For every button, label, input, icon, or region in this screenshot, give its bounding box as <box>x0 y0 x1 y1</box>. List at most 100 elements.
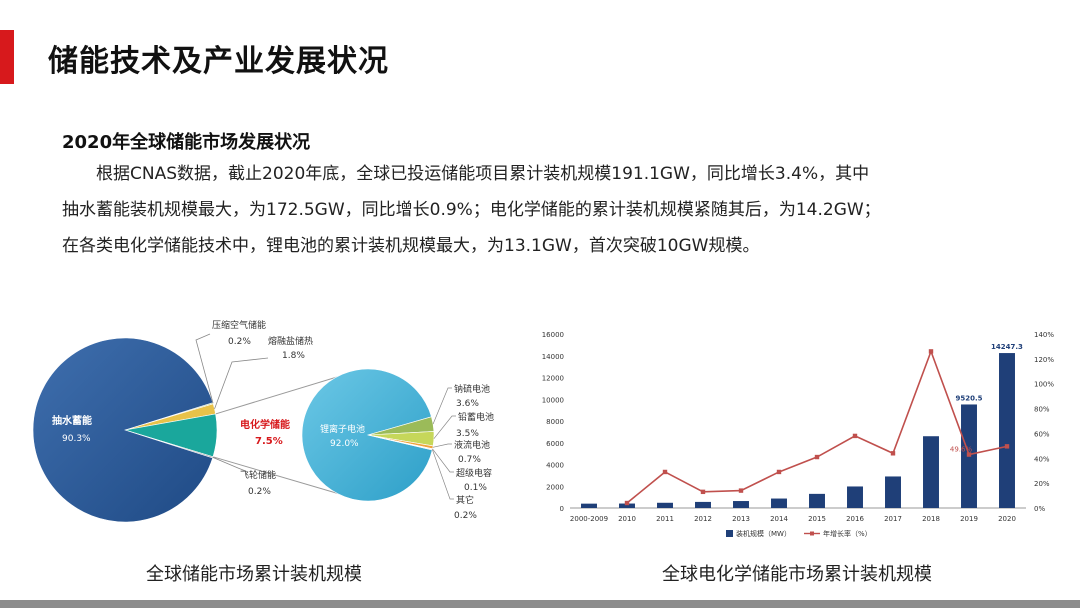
growth-line <box>626 349 1008 504</box>
x-tick-label: 2017 <box>884 515 902 523</box>
leader-sodium-sulfur <box>432 387 452 425</box>
x-tick-label: 2012 <box>694 515 712 523</box>
caption-right: 全球电化学储能市场累计装机规模 <box>662 564 932 585</box>
bar-2000-2009 <box>581 503 597 508</box>
growth-data-label: 49.6% <box>950 446 973 454</box>
growth-point-2020 <box>1004 444 1010 449</box>
growth-line-series <box>624 349 1010 506</box>
growth-point-2011 <box>662 469 668 475</box>
pie2-value-sodium-sulfur: 3.6% <box>456 399 479 409</box>
y-right-tick-label: 20% <box>1034 480 1050 488</box>
bar-chart-labels: 0 2000 4000 6000 8000 10000 12000 14000 16000 0% 2… <box>542 331 1055 538</box>
pie-labels: 抽水蓄能 90.3% 电化学储能 7.5% 压缩空气储能 0.2% 熔融盐储热 1.8% 飞轮储… <box>52 319 494 521</box>
y-right-tick-label: 100% <box>1034 381 1054 389</box>
footer-bar <box>0 600 1080 608</box>
page-title: 储能技术及产业发展状况 <box>48 44 389 79</box>
x-tick-label: 2016 <box>846 515 864 523</box>
leader-compressed-air <box>195 333 214 404</box>
y-left-tick-label: 8000 <box>546 418 564 426</box>
bar-2015 <box>809 493 825 508</box>
pie1-value-flywheel: 0.2% <box>248 487 271 497</box>
bar-2011 <box>657 502 673 508</box>
x-tick-label: 2010 <box>618 515 636 523</box>
y-left-tick-label: 4000 <box>546 462 564 470</box>
x-tick-label: 2014 <box>770 515 788 523</box>
slice-lithium-ion <box>301 368 433 502</box>
pie1-value-compressed-air: 0.2% <box>228 337 251 347</box>
pie2-label-other: 其它 <box>456 494 474 506</box>
bar-data-label: 14247.3 <box>991 343 1023 351</box>
growth-point-2017 <box>890 451 896 456</box>
y-right-tick-label: 0% <box>1034 505 1045 513</box>
growth-point-2019 <box>966 452 972 457</box>
bar-2016 <box>847 486 863 508</box>
leader-lead-acid <box>433 415 456 439</box>
y-right-tick-label: 140% <box>1034 331 1054 339</box>
x-tick-label: 2015 <box>808 515 826 523</box>
legend-bar-swatch <box>726 530 733 537</box>
pie2-label-lead-acid: 铅蓄电池 <box>458 411 494 423</box>
pie2-value-flow-battery: 0.7% <box>458 455 481 465</box>
pie2-value-supercapacitor: 0.1% <box>464 483 487 493</box>
y-left-tick-label: 12000 <box>542 375 564 383</box>
pie2-label-lithium: 锂离子电池 <box>320 423 365 435</box>
connector-line-bottom <box>212 456 361 501</box>
x-tick-label: 2018 <box>922 515 940 523</box>
leader-other <box>432 449 454 500</box>
y-left-tick-label: 16000 <box>542 331 564 339</box>
pie1-value-electrochemical: 7.5% <box>255 436 283 447</box>
growth-point-2018 <box>928 349 934 354</box>
pie1-label-pumped-hydro: 抽水蓄能 <box>52 414 92 427</box>
x-tick-label: 2013 <box>732 515 750 523</box>
y-left-tick-label: 14000 <box>542 353 564 361</box>
pie1-label-electrochemical: 电化学储能 <box>240 418 290 431</box>
y-left-tick-label: 6000 <box>546 440 564 448</box>
pie1-value-pumped-hydro: 90.3% <box>62 434 91 444</box>
x-tick-label: 2000-2009 <box>570 515 608 523</box>
bar-data-label: 9520.5 <box>955 394 982 402</box>
growth-point-2016 <box>852 433 858 439</box>
title-accent-bar <box>0 30 14 84</box>
bar-2020 <box>999 353 1015 508</box>
y-right-tick-label: 60% <box>1034 430 1050 438</box>
leader-flywheel <box>212 456 249 473</box>
pie2-label-sodium-sulfur: 钠硫电池 <box>454 383 490 395</box>
storage-pie-charts: 抽水蓄能 90.3% 电化学储能 7.5% 压缩空气储能 0.2% 熔融盐储热 1.8% 飞轮储… <box>32 319 494 523</box>
paragraph-line-2: 抽水蓄能装机规模最大，为172.5GW，同比增长0.9%；电化学储能的累计装机规… <box>62 200 881 220</box>
x-tick-label: 2011 <box>656 515 674 523</box>
growth-point-2012 <box>700 489 706 495</box>
y-right-tick-label: 80% <box>1034 406 1050 414</box>
leader-supercapacitor <box>432 448 454 473</box>
y-left-tick-label: 10000 <box>542 396 564 404</box>
pie2-label-flow-battery: 液流电池 <box>454 439 490 451</box>
y-left-tick-label: 0 <box>560 505 564 513</box>
y-right-tick-label: 40% <box>1034 455 1050 463</box>
slice-pumped-hydro <box>32 337 214 523</box>
x-tick-label: 2019 <box>960 515 978 523</box>
bar-2014 <box>771 498 787 508</box>
pie2-value-lead-acid: 3.5% <box>456 429 479 439</box>
legend-line-marker <box>810 531 814 536</box>
pie1-label-compressed-air: 压缩空气储能 <box>212 319 266 331</box>
bar-2017 <box>885 476 901 508</box>
leader-molten-salt <box>214 357 269 409</box>
pie2-value-other: 0.2% <box>454 511 477 521</box>
pie2-value-lithium: 92.0% <box>330 439 359 449</box>
growth-point-2015 <box>814 454 820 460</box>
growth-point-2010 <box>624 500 630 506</box>
pie1-label-flywheel: 飞轮储能 <box>240 469 276 481</box>
caption-left: 全球储能市场累计装机规模 <box>146 564 362 585</box>
bar-2012 <box>695 501 711 508</box>
pie-global-storage <box>32 337 218 523</box>
paragraph-line-3: 在各类电化学储能技术中，锂电池的累计装机规模最大，为13.1GW，首次突破10G… <box>62 236 760 256</box>
growth-point-2014 <box>776 469 782 475</box>
y-left-tick-label: 2000 <box>546 483 564 491</box>
pie2-label-supercapacitor: 超级电容 <box>456 467 492 479</box>
leader-flow-battery <box>432 443 452 448</box>
section-title: 2020年全球储能市场发展状况 <box>62 132 311 153</box>
pie1-label-molten-salt: 熔融盐储热 <box>268 335 313 347</box>
x-tick-label: 2020 <box>998 515 1016 523</box>
bar-2018 <box>923 436 939 508</box>
bar-series <box>581 353 1015 508</box>
bar-2010 <box>619 503 635 508</box>
